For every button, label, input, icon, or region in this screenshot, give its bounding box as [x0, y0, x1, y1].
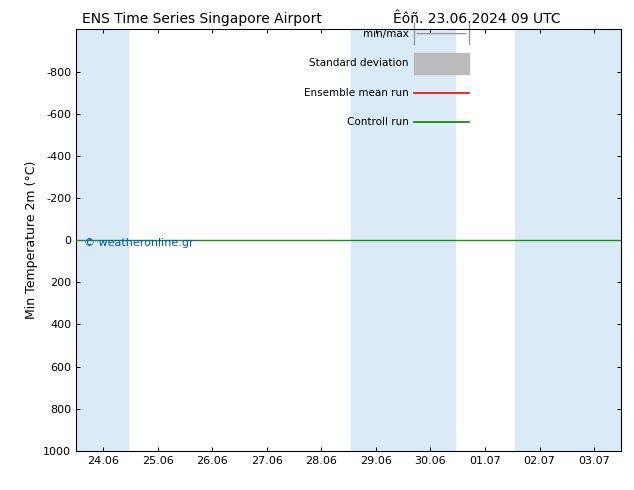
Text: Controll run: Controll run: [347, 117, 409, 127]
Bar: [351, 29, 455, 451]
Text: Standard deviation: Standard deviation: [309, 58, 409, 68]
FancyBboxPatch shape: [414, 52, 469, 74]
Text: min/max: min/max: [363, 28, 409, 39]
Text: Êôñ. 23.06.2024 09 UTC: Êôñ. 23.06.2024 09 UTC: [393, 12, 560, 26]
Text: © weatheronline.gr: © weatheronline.gr: [84, 238, 194, 248]
Bar: [76, 29, 128, 451]
Bar: [515, 29, 621, 451]
Text: ENS Time Series Singapore Airport: ENS Time Series Singapore Airport: [82, 12, 322, 26]
Y-axis label: Min Temperature 2m (°C): Min Temperature 2m (°C): [25, 161, 37, 319]
Text: Ensemble mean run: Ensemble mean run: [304, 88, 409, 98]
